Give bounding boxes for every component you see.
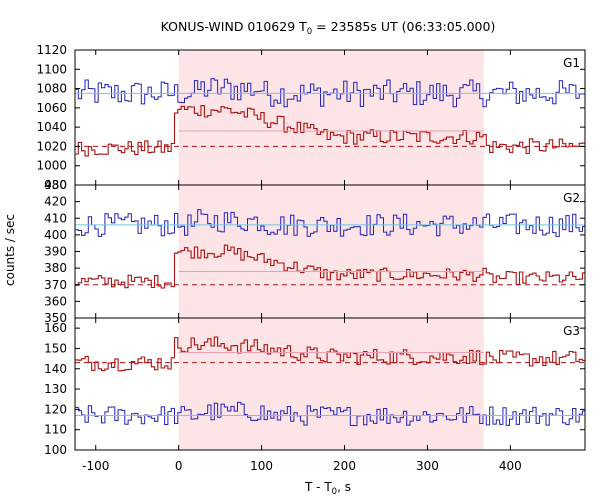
panel-frame xyxy=(74,317,586,451)
y-tick-label: 160 xyxy=(44,321,67,335)
x-tick-label: 100 xyxy=(250,459,273,473)
y-tick-label: 360 xyxy=(44,294,67,308)
y-tick-label: 1060 xyxy=(36,101,67,115)
y-tick-label: 390 xyxy=(44,245,67,259)
panel-g2: 350 360 370 380 390 400 410 420 430 G2 xyxy=(44,178,586,325)
highlight-interval xyxy=(178,185,484,318)
y-tick-label: 400 xyxy=(44,228,67,242)
y-tick-label: 140 xyxy=(44,362,67,376)
blue-series-line xyxy=(75,209,585,237)
x-axis-label: T - T0, s xyxy=(304,480,351,497)
y-tick-label: 110 xyxy=(44,423,67,437)
x-tick-label: 200 xyxy=(333,459,356,473)
y-tick-label: 980 xyxy=(44,178,67,192)
red-series-line xyxy=(75,244,585,289)
y-tick-label: 1100 xyxy=(36,62,67,76)
y-tick-label: 120 xyxy=(44,402,67,416)
y-tick-label: 1040 xyxy=(36,120,67,134)
y-tick-label: 370 xyxy=(44,278,67,292)
y-tick-label: 1120 xyxy=(36,43,67,57)
red-series-line xyxy=(75,336,585,372)
highlight-interval xyxy=(178,50,484,185)
blue-series-line xyxy=(75,401,585,427)
panel-label-g2: G2 xyxy=(563,191,580,205)
x-tick-label: 400 xyxy=(499,459,522,473)
blue-series-line xyxy=(75,78,585,108)
y-tick-label: 1020 xyxy=(36,139,67,153)
y-tick-label: 350 xyxy=(44,311,67,325)
panel-g1: 980 1000 1020 1040 1060 1080 1100 1120 G1 xyxy=(36,43,586,192)
y-tick-label: 150 xyxy=(44,341,67,355)
x-tick-label: -100 xyxy=(82,459,109,473)
y-tick-label: 420 xyxy=(44,195,67,209)
panel-g3: 100 110 120 130 140 150 160 G3 xyxy=(44,317,586,457)
y-tick-label: 130 xyxy=(44,382,67,396)
panel-label-g3: G3 xyxy=(563,324,580,338)
x-tick-label: 300 xyxy=(416,459,439,473)
y-tick-label: 430 xyxy=(44,178,67,192)
y-tick-label: 380 xyxy=(44,261,67,275)
y-axis-label: counts / sec xyxy=(3,214,17,286)
y-tick-label: 100 xyxy=(44,443,67,457)
y-tick-label: 1000 xyxy=(36,159,67,173)
panel-label-g1: G1 xyxy=(563,56,580,70)
chart-title: KONUS-WIND 010629 T0 = 23585s UT (06:33:… xyxy=(161,19,496,37)
panels-group: 9801000102010401060108011001120G13503603… xyxy=(36,43,586,473)
red-series-line xyxy=(75,105,585,157)
y-tick-label: 1080 xyxy=(36,82,67,96)
y-tick-label: 410 xyxy=(44,211,67,225)
highlight-interval xyxy=(178,318,484,450)
x-tick-label: 0 xyxy=(175,459,183,473)
